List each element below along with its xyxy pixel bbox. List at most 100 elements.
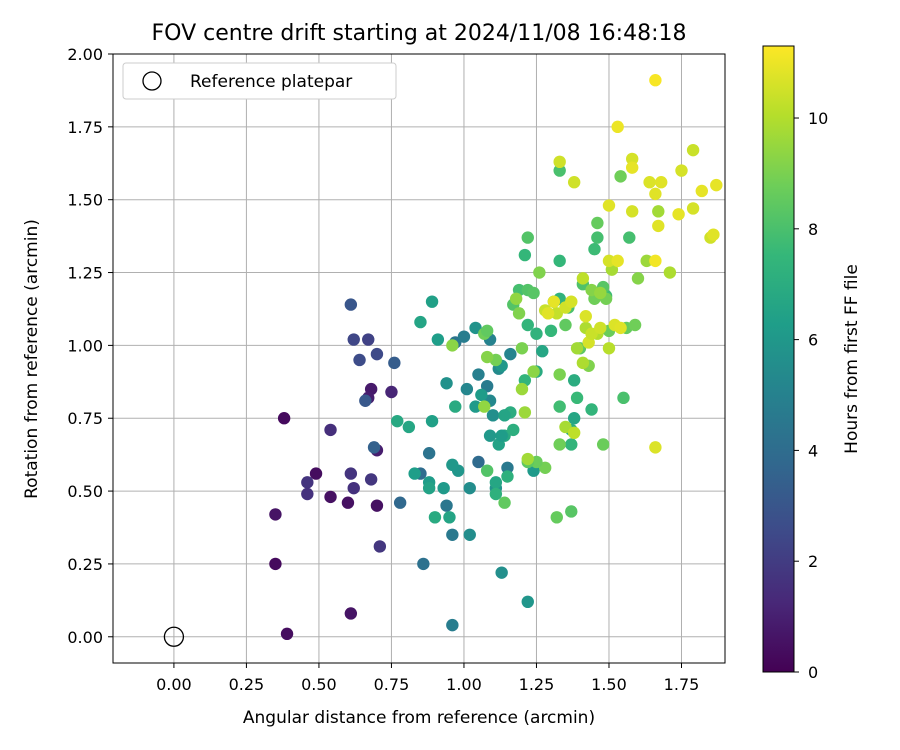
data-point <box>576 356 590 370</box>
data-point <box>324 423 337 437</box>
data-point <box>567 426 581 440</box>
y-tick-label: 0.25 <box>67 555 103 574</box>
data-point <box>388 356 401 370</box>
data-point <box>483 429 497 442</box>
x-tick-label: 1.75 <box>664 675 700 694</box>
data-point <box>550 307 563 320</box>
data-point <box>649 254 662 268</box>
data-point <box>486 409 500 422</box>
data-point <box>567 374 581 387</box>
data-point <box>602 254 616 268</box>
data-point <box>570 391 584 405</box>
data-point <box>649 74 662 87</box>
colorbar-tick-label: 2 <box>808 552 818 571</box>
data-point <box>710 178 723 192</box>
data-point <box>446 458 459 472</box>
data-point <box>393 496 407 509</box>
data-point <box>269 557 282 571</box>
data-point <box>631 272 645 285</box>
data-point <box>570 342 584 355</box>
y-tick-label: 0.00 <box>67 628 103 647</box>
colorbar-tick-label: 10 <box>808 109 828 128</box>
data-point <box>521 231 534 244</box>
data-point <box>417 557 430 571</box>
data-point <box>695 184 708 198</box>
data-point <box>640 254 653 268</box>
data-point <box>440 499 453 512</box>
data-point <box>553 400 566 413</box>
data-point <box>347 333 360 346</box>
data-point <box>515 382 529 396</box>
data-point <box>475 388 488 402</box>
colorbar: 0 2 4 6 8 10 Hours from first FF file <box>762 45 862 682</box>
data-point <box>463 528 476 541</box>
data-point <box>414 315 427 329</box>
x-tick-label: 1.00 <box>446 675 482 694</box>
data-point <box>469 321 482 335</box>
data-point <box>518 248 532 262</box>
data-point <box>530 327 543 340</box>
data-point <box>472 368 485 381</box>
data-point <box>370 499 384 512</box>
data-point <box>553 254 566 268</box>
data-point <box>553 155 566 169</box>
data-point <box>585 403 598 416</box>
data-point <box>425 414 439 428</box>
data-point <box>611 120 624 134</box>
x-tick-label: 0.50 <box>301 675 337 694</box>
data-point <box>628 318 642 332</box>
data-point <box>617 391 630 405</box>
data-point <box>559 318 572 332</box>
data-point <box>614 170 627 183</box>
data-point <box>495 429 508 442</box>
colorbar-tick-label: 0 <box>808 663 818 682</box>
data-point <box>449 400 462 413</box>
data-point <box>353 353 366 367</box>
data-point <box>652 219 665 233</box>
data-point <box>654 176 668 189</box>
data-point <box>347 481 360 495</box>
data-point <box>324 490 337 504</box>
data-point <box>625 205 639 218</box>
data-point <box>559 420 572 434</box>
data-point <box>536 345 549 358</box>
data-point <box>544 324 558 338</box>
y-axis-label: Rotation from reference (arcmin) <box>22 219 42 499</box>
data-point <box>463 481 476 495</box>
data-point <box>489 476 503 489</box>
y-tick-label: 1.75 <box>67 118 103 137</box>
data-point <box>391 414 404 428</box>
data-point <box>480 464 494 477</box>
data-point <box>565 438 578 451</box>
data-point <box>533 266 546 279</box>
data-point <box>446 618 459 632</box>
data-point <box>649 187 662 201</box>
data-point <box>643 176 656 189</box>
colorbar-tick-label: 4 <box>808 441 818 460</box>
data-point <box>501 470 514 483</box>
data-point <box>541 307 555 320</box>
data-point <box>373 540 387 553</box>
data-point <box>480 379 494 393</box>
data-point <box>686 143 700 157</box>
data-point <box>602 342 616 355</box>
data-point <box>675 164 688 177</box>
data-point <box>501 461 514 474</box>
data-point <box>576 272 590 285</box>
data-point <box>341 496 355 509</box>
data-points <box>269 74 723 641</box>
data-point <box>591 231 604 244</box>
legend-marker-icon <box>142 71 162 91</box>
y-tick-label: 0.50 <box>67 482 103 501</box>
reference-point <box>163 626 185 647</box>
data-point <box>614 321 627 335</box>
data-point <box>649 441 662 454</box>
y-tick-label: 0.75 <box>67 409 103 428</box>
data-point <box>344 298 358 311</box>
colorbar-tick-label: 8 <box>808 220 818 239</box>
x-tick-label: 1.50 <box>591 675 627 694</box>
data-point <box>480 350 494 364</box>
data-point <box>385 385 398 399</box>
data-point <box>521 452 534 466</box>
data-point <box>565 505 578 518</box>
